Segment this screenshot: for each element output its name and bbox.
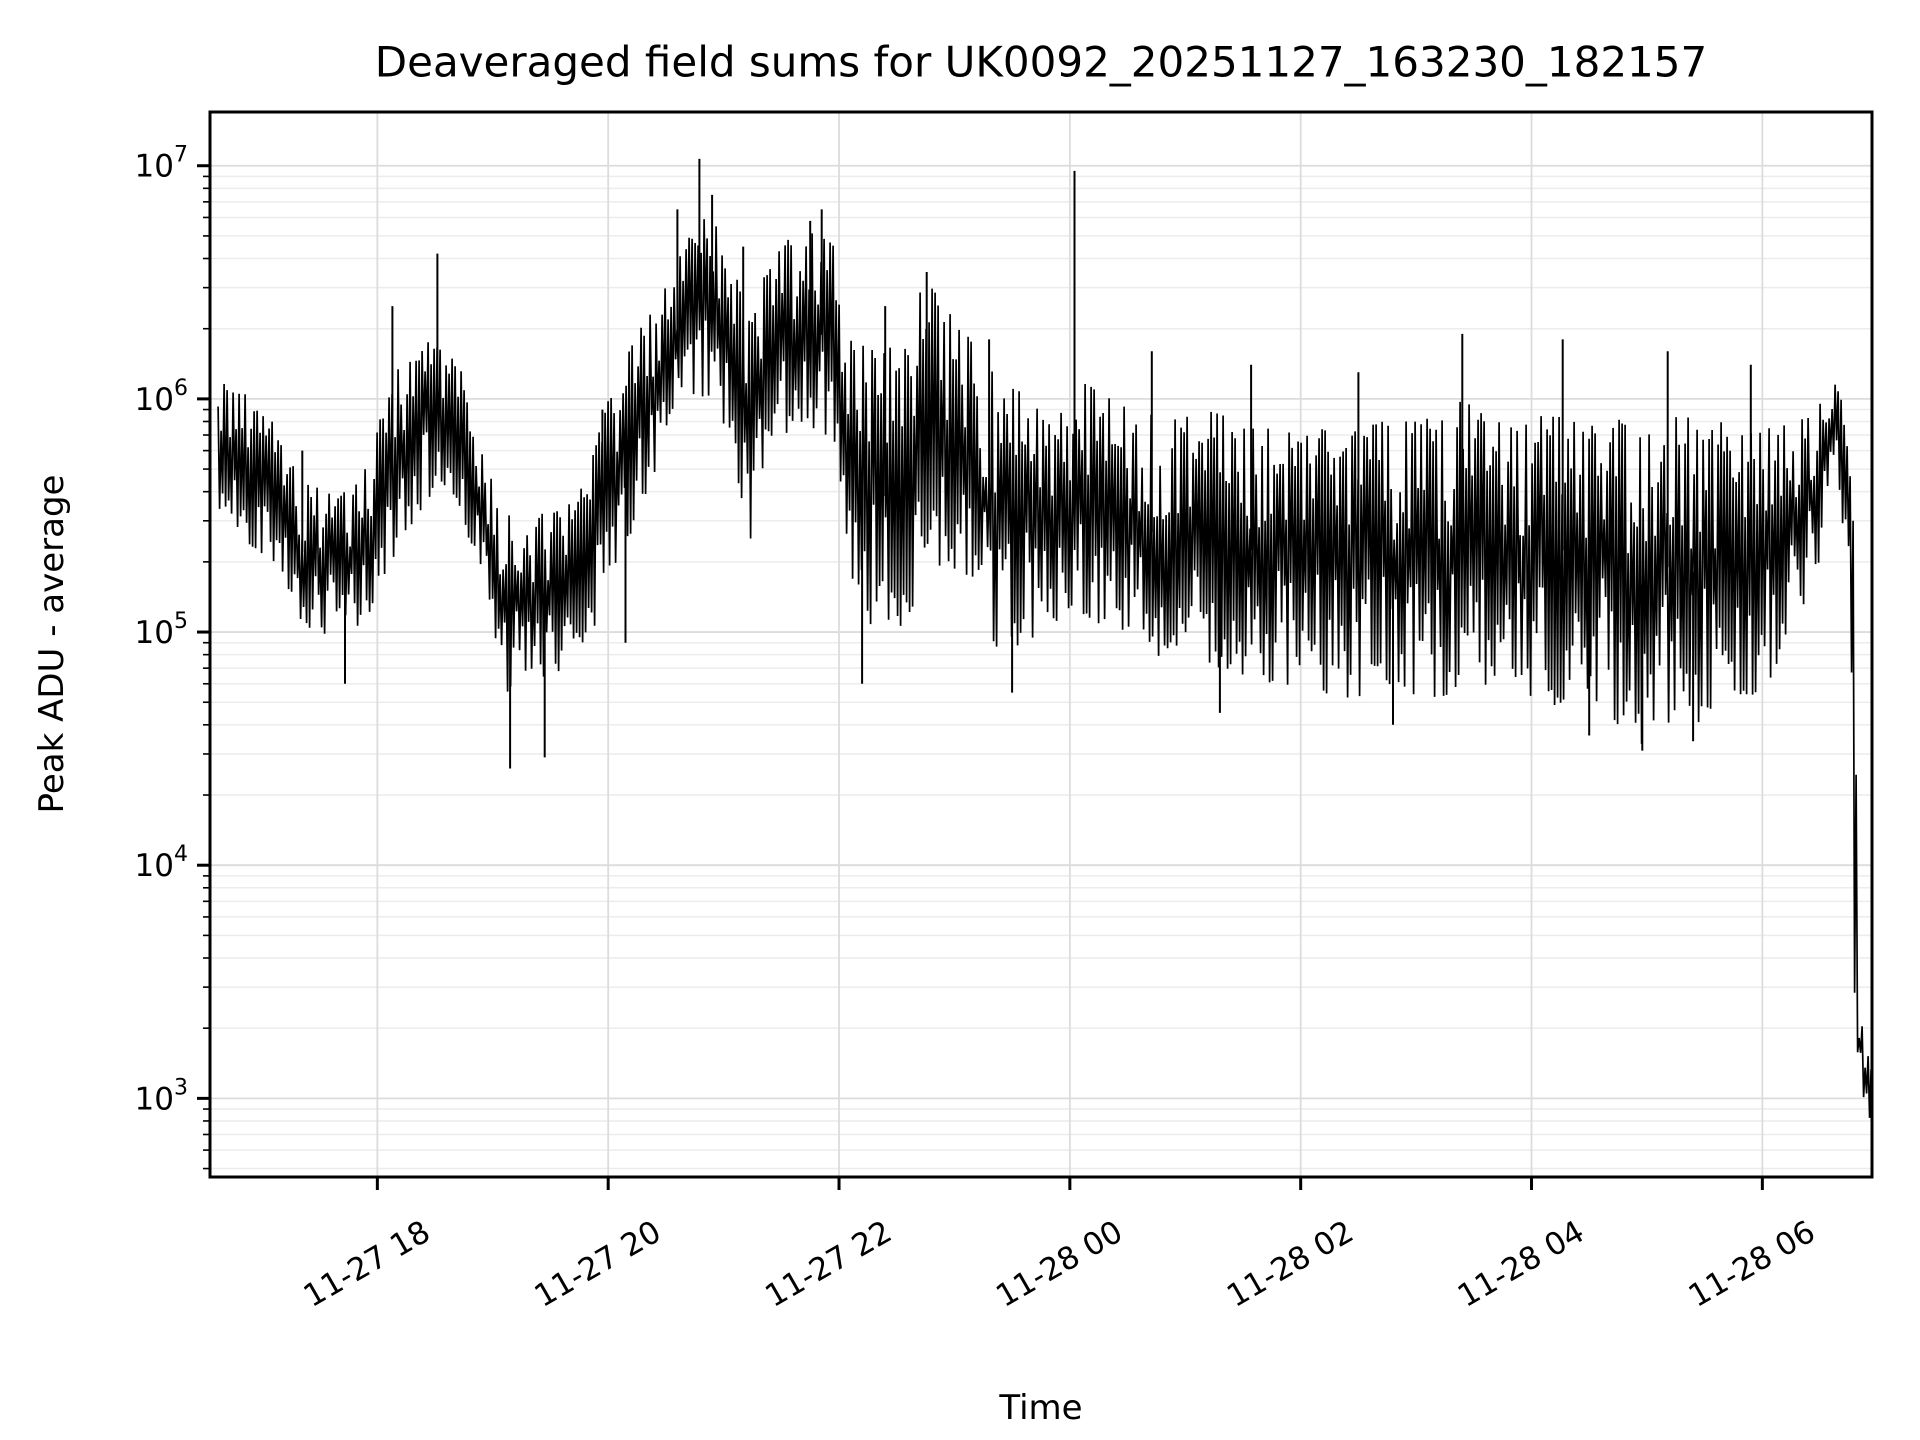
x-tick-label: 11-28 00: [990, 1214, 1129, 1315]
y-tick-label: 107: [135, 143, 188, 185]
data-series-spikes: [301, 158, 1752, 769]
y-tick-label: 105: [135, 609, 188, 651]
y-tick-label: 103: [135, 1075, 188, 1117]
y-axis-label: Peak ADU - average: [32, 474, 72, 814]
x-tick-label: 11-28 06: [1683, 1214, 1822, 1315]
y-tick-label: 104: [135, 842, 188, 884]
chart-title: Deaveraged field sums for UK0092_2025112…: [374, 37, 1708, 87]
y-tick-label: 106: [135, 376, 188, 418]
x-tick-label: 11-27 20: [528, 1214, 667, 1315]
data-series-line: [217, 219, 1872, 1120]
axes-spines: [208, 110, 1874, 1179]
x-tick-label: 11-28 04: [1452, 1214, 1591, 1315]
x-axis-label: Time: [999, 1388, 1083, 1428]
x-tick-label: 11-28 02: [1221, 1214, 1360, 1315]
x-tick-label: 11-27 18: [298, 1214, 437, 1315]
x-tick-label: 11-27 22: [759, 1214, 898, 1315]
